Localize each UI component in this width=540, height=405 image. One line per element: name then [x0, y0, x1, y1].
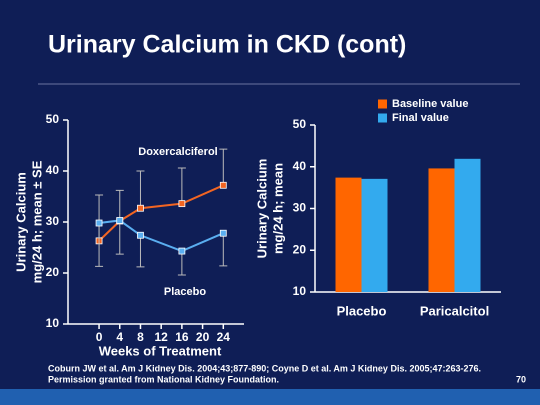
point [137, 231, 144, 239]
x-tick-label: 16 [175, 330, 189, 344]
legend-swatch [378, 113, 387, 123]
point [116, 217, 124, 224]
legend-swatch [378, 99, 387, 109]
y-axis-label: mg/24 h; mean [270, 163, 285, 254]
series-label: Placebo [164, 286, 206, 298]
y-tick-label: 10 [293, 284, 307, 298]
y-tick-label: 40 [293, 159, 307, 173]
point [178, 247, 186, 255]
y-tick-label: 10 [46, 316, 60, 330]
error-bar [219, 148, 228, 186]
y-axis-label: Urinary Calcium [254, 159, 269, 259]
slide-title: Urinary Calcium in CKD (cont) [48, 31, 406, 59]
x-tick-label: 8 [137, 330, 144, 344]
error-bar [177, 251, 186, 276]
error-bar [177, 167, 186, 204]
error-bar [115, 220, 124, 255]
x-tick-label: 24 [217, 330, 231, 344]
bar [361, 178, 388, 292]
point [137, 204, 144, 212]
y-tick-label: 50 [293, 117, 307, 131]
bar [454, 158, 481, 292]
page-number: 70 [516, 374, 526, 384]
point [178, 200, 186, 208]
legend-label: Final value [392, 112, 449, 124]
point [219, 229, 227, 237]
y-tick-label: 50 [46, 112, 60, 126]
point [219, 181, 227, 189]
bar [335, 177, 362, 292]
y-axis-label: mg/24 h; mean ± SE [29, 160, 44, 283]
y-axis-label: Urinary Calcium [13, 172, 28, 272]
series-line [98, 184, 224, 242]
citation: Coburn JW et al. Am J Kidney Dis. 2004;4… [48, 363, 481, 373]
series-label: Doxercalciferol [138, 146, 217, 158]
error-bar [95, 223, 104, 267]
error-bar [219, 233, 228, 267]
citation: Permission granted from National Kidney … [48, 374, 279, 384]
legend-label: Baseline value [392, 98, 468, 110]
error-bar [136, 170, 145, 209]
bar [428, 168, 455, 292]
error-bar [136, 235, 145, 268]
footer-band [0, 389, 540, 405]
series-line [98, 219, 224, 253]
x-tick-label: Paricalcitol [420, 303, 489, 318]
y-tick-label: 20 [46, 265, 60, 279]
error-bar [115, 189, 124, 221]
y-tick-label: 20 [293, 242, 307, 256]
y-tick-label: 40 [46, 163, 60, 177]
x-tick-label: 4 [116, 330, 123, 344]
x-tick-label: Placebo [337, 303, 387, 318]
x-tick-label: 12 [154, 330, 168, 344]
y-tick-label: 30 [46, 214, 60, 228]
point [95, 219, 103, 227]
x-tick-label: 20 [196, 330, 210, 344]
x-axis-label: Weeks of Treatment [99, 343, 222, 358]
x-tick-label: 0 [96, 330, 103, 344]
y-tick-label: 30 [293, 201, 307, 215]
